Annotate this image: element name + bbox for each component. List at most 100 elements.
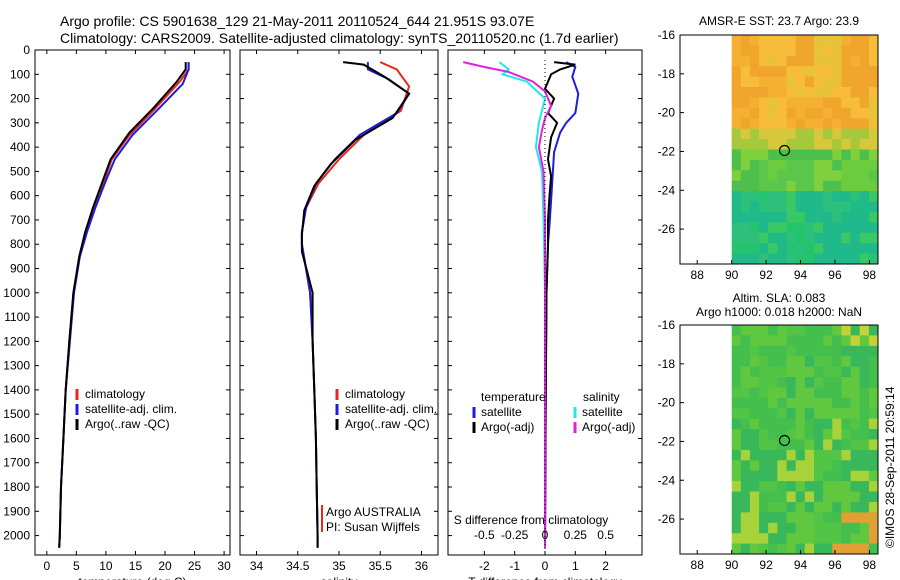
heatmap-cell — [859, 159, 870, 171]
heatmap-cell — [731, 387, 742, 399]
heatmap-cell — [823, 408, 833, 420]
legend-label: climatology — [85, 387, 145, 401]
heatmap-cell — [740, 107, 751, 119]
heatmap-cell — [823, 212, 833, 223]
heatmap-cell — [731, 481, 742, 492]
heatmap-cell — [850, 128, 861, 140]
heatmap-cell — [832, 481, 842, 492]
x-tick-label: 92 — [759, 268, 773, 282]
heatmap-cell — [841, 180, 851, 192]
heatmap-cell — [731, 491, 742, 503]
heatmap-cell — [859, 408, 870, 420]
heatmap-cell — [768, 212, 778, 223]
heatmap-cell — [868, 128, 879, 140]
heatmap-cell — [804, 449, 815, 461]
heatmap-cell — [859, 387, 870, 399]
heatmap-cell — [749, 232, 760, 244]
heatmap-cell — [832, 356, 842, 368]
heatmap-cell — [868, 232, 879, 244]
x-tick-label: 90 — [725, 558, 739, 572]
heatmap-cell — [786, 118, 797, 130]
heatmap-cell — [768, 232, 778, 244]
heatmap-cell — [859, 118, 870, 130]
heatmap-cell — [850, 345, 861, 357]
heatmap-cell — [823, 66, 833, 78]
heatmap-cell — [731, 139, 742, 150]
heatmap-cell — [868, 439, 879, 451]
heatmap-cell — [740, 533, 751, 545]
heatmap-cell — [814, 128, 824, 140]
heatmap-cell — [804, 191, 815, 202]
heatmap-cell — [832, 491, 842, 503]
heatmap-cell — [731, 128, 742, 140]
legend-label: climatology — [345, 387, 405, 401]
heatmap-cell — [832, 170, 842, 182]
y-tick-label: -22 — [658, 144, 676, 158]
heatmap-cell — [749, 107, 760, 119]
heatmap-cell — [823, 118, 833, 130]
heatmap-cell — [841, 35, 851, 46]
heatmap-cell — [777, 470, 787, 482]
heatmap-cell — [868, 55, 879, 67]
heatmap-cell — [859, 543, 870, 555]
heatmap-cell — [832, 107, 842, 119]
heatmap-cell — [795, 325, 806, 336]
heatmap-cell — [777, 107, 787, 119]
y-tick-label: 0 — [23, 43, 30, 57]
heatmap-cell — [768, 470, 778, 482]
heatmap-cell — [786, 66, 797, 78]
heatmap-cell — [859, 201, 870, 213]
heatmap-cell — [823, 377, 833, 388]
heatmap-cell — [786, 232, 797, 244]
heatmap-cell — [777, 180, 787, 192]
heatmap-cell — [804, 543, 815, 555]
heatmap-cell — [850, 408, 861, 420]
top-axis-tick-label: 0 — [542, 528, 549, 542]
heatmap-cell — [850, 243, 861, 255]
heatmap-cell — [804, 243, 815, 255]
heatmap-cell — [740, 335, 751, 347]
x-tick-label: 2 — [602, 559, 609, 573]
heatmap-cell — [740, 543, 751, 555]
heatmap-cell — [740, 491, 751, 503]
heatmap-cell — [795, 356, 806, 368]
heatmap-cell — [859, 356, 870, 368]
heatmap-cell — [759, 429, 769, 440]
heatmap-cell — [832, 35, 842, 46]
heatmap-cell — [749, 491, 760, 503]
heatmap-cell — [768, 502, 778, 513]
heatmap-cell — [832, 76, 842, 88]
heatmap-cell — [731, 35, 742, 46]
heatmap-cell — [740, 377, 751, 388]
y-tick-label: 1500 — [3, 407, 30, 421]
heatmap-cell — [804, 335, 815, 347]
legend-title: temperature — [481, 390, 546, 404]
heatmap-cell — [823, 481, 833, 492]
heatmap-cell — [777, 460, 787, 472]
heatmap-cell — [795, 253, 806, 265]
heatmap-cell — [731, 212, 742, 223]
heatmap-cell — [868, 449, 879, 461]
heatmap-cell — [740, 366, 751, 378]
heatmap-cell — [859, 66, 870, 78]
heatmap-cell — [749, 345, 760, 357]
heatmap-cell — [768, 408, 778, 420]
heatmap-cell — [786, 439, 797, 451]
heatmap-cell — [823, 429, 833, 440]
heatmap-cell — [749, 191, 760, 202]
heatmap-cell — [868, 253, 879, 265]
heatmap-cell — [868, 139, 879, 150]
heatmap-cell — [823, 335, 833, 347]
x-tick-label: 1 — [572, 559, 579, 573]
heatmap-cell — [740, 470, 751, 482]
heatmap-cell — [841, 502, 851, 513]
heatmap-cell — [749, 55, 760, 67]
legend-label: satellite — [481, 405, 522, 419]
heatmap-cell — [740, 201, 751, 213]
heatmap-cell — [832, 418, 842, 430]
heatmap-cell — [740, 243, 751, 255]
heatmap-cell — [731, 429, 742, 440]
heatmap-cell — [740, 97, 751, 109]
y-tick-label: 1100 — [4, 310, 30, 324]
